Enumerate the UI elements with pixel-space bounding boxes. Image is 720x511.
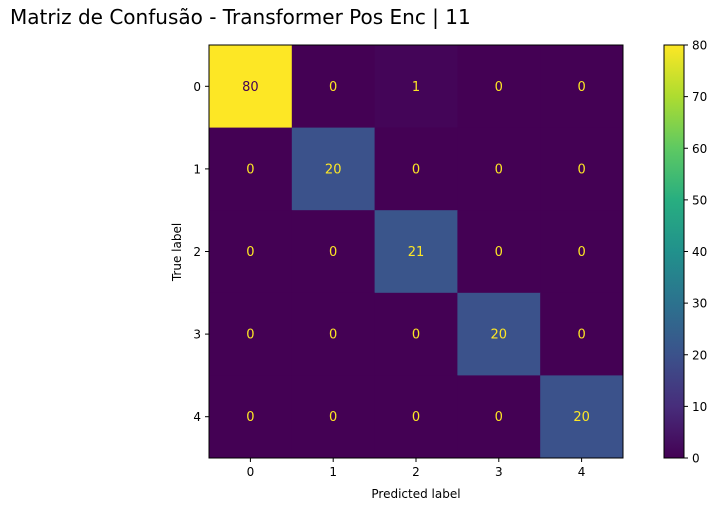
- heatmap-cell: [209, 127, 293, 211]
- colorbar-tick-label: 60: [692, 142, 707, 156]
- cell-value-label: 21: [408, 245, 425, 260]
- heatmap-cell: [374, 292, 458, 376]
- y-tick-label: 1: [193, 162, 201, 176]
- x-tick-label: 2: [412, 465, 420, 479]
- heatmap-cell: [209, 292, 293, 376]
- colorbar-tick-label: 80: [692, 39, 707, 53]
- cell-value-label: 20: [325, 162, 342, 177]
- heatmap-cell: [291, 127, 376, 211]
- cell-value-label: 20: [491, 328, 508, 343]
- cell-value-label: 20: [573, 410, 590, 425]
- cell-value-label: 80: [242, 80, 259, 95]
- x-tick-label: 0: [247, 465, 255, 479]
- cell-value-label: 0: [246, 162, 254, 177]
- heatmap-cell: [540, 210, 624, 294]
- heatmap-cell: [540, 292, 624, 376]
- colorbar-tick-label: 40: [692, 245, 707, 259]
- cell-value-label: 0: [246, 328, 254, 343]
- cell-value-label: 0: [495, 245, 503, 260]
- cell-value-label: 0: [329, 328, 337, 343]
- y-tick-label: 0: [193, 80, 201, 94]
- cell-value-label: 0: [412, 162, 420, 177]
- colorbar-tick-label: 30: [692, 297, 707, 311]
- cell-value-label: 0: [329, 410, 337, 425]
- colorbar-tick-label: 0: [692, 452, 700, 466]
- cell-value-label: 0: [577, 328, 585, 343]
- heatmap-cell: [209, 210, 293, 294]
- y-axis-label: True label: [170, 223, 184, 282]
- heatmap-cell: [209, 45, 293, 129]
- y-axis-ticks: 0 1 2 3 4: [193, 80, 209, 424]
- heatmap-cell: [291, 375, 376, 459]
- heatmap-cell: [540, 127, 624, 211]
- colorbar: [663, 44, 685, 459]
- y-tick-label: 4: [193, 410, 201, 424]
- x-tick-label: 1: [329, 465, 337, 479]
- heatmap-cell: [374, 210, 458, 294]
- y-tick-label: 2: [193, 245, 201, 259]
- heatmap-cell: [291, 292, 376, 376]
- colorbar-tick-label: 50: [692, 193, 707, 207]
- cell-value-label: 0: [412, 328, 420, 343]
- cell-value-label: 0: [495, 410, 503, 425]
- heatmap-cell: [457, 375, 541, 459]
- x-tick-label: 4: [578, 465, 586, 479]
- cell-value-label: 0: [329, 80, 337, 95]
- cell-value-label: 0: [412, 410, 420, 425]
- heatmap-cell: [374, 45, 458, 129]
- colorbar-tick-label: 20: [692, 348, 707, 362]
- heatmap-cell: [457, 45, 541, 129]
- x-axis-label: Predicted label: [371, 487, 460, 501]
- cell-value-label: 0: [577, 162, 585, 177]
- cell-value-labels: 80 0 1 0 0 0 20 0 0 0 0 0 21 0 0 0 0 0 20 0 0 0 0 0 20: [242, 80, 590, 425]
- cell-value-label: 0: [577, 245, 585, 260]
- cell-value-label: 0: [495, 162, 503, 177]
- chart-title: Matriz de Confusão - Transformer Pos Enc…: [10, 5, 471, 29]
- heatmap-cell: [209, 375, 293, 459]
- colorbar-tick-label: 10: [692, 400, 707, 414]
- colorbar-tick-label: 70: [692, 90, 707, 104]
- heatmap-cell: [291, 210, 376, 294]
- x-axis-ticks: 0 1 2 3 4: [247, 458, 586, 479]
- heatmap-cell: [374, 375, 458, 459]
- colorbar-ticks: 0 10 20 30 40 50 60 70 80: [684, 39, 707, 466]
- cell-value-label: 0: [329, 245, 337, 260]
- cell-value-label: 1: [412, 80, 420, 95]
- heatmap-cell: [374, 127, 458, 211]
- heatmap-cell: [457, 210, 541, 294]
- cell-value-label: 0: [246, 410, 254, 425]
- cell-value-label: 0: [577, 80, 585, 95]
- cell-value-label: 0: [246, 245, 254, 260]
- cell-value-label: 0: [495, 80, 503, 95]
- y-tick-label: 3: [193, 328, 201, 342]
- heatmap-cell: [457, 292, 541, 376]
- heatmap-cells: [209, 45, 624, 459]
- heatmap-cell: [540, 45, 624, 129]
- heatmap-cell: [540, 375, 624, 459]
- heatmap-cell: [457, 127, 541, 211]
- x-tick-label: 3: [495, 465, 503, 479]
- heatmap-cell: [291, 45, 376, 129]
